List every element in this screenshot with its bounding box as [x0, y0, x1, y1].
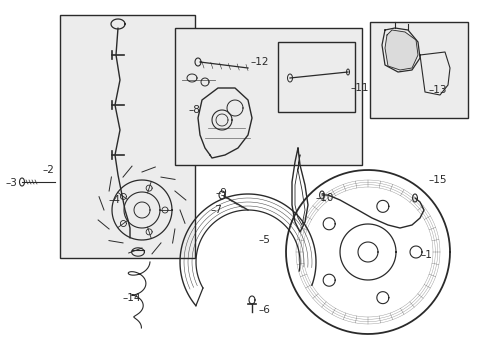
Bar — [175, 28, 362, 165]
Text: –15: –15 — [428, 175, 446, 185]
Text: –8: –8 — [188, 105, 200, 115]
Text: –10: –10 — [315, 193, 333, 203]
Text: –12: –12 — [250, 57, 269, 67]
Bar — [370, 22, 468, 118]
Text: –14: –14 — [122, 293, 141, 303]
Text: –1: –1 — [420, 250, 432, 260]
Text: –2: –2 — [42, 165, 54, 175]
Bar — [60, 15, 195, 258]
Text: –11: –11 — [350, 83, 368, 93]
Text: –9: –9 — [215, 188, 227, 198]
Text: –3: –3 — [5, 178, 17, 188]
Text: –6: –6 — [258, 305, 270, 315]
Text: –13: –13 — [428, 85, 446, 95]
Text: –4: –4 — [108, 195, 120, 205]
Text: –7: –7 — [210, 205, 222, 215]
Text: –5: –5 — [258, 235, 270, 245]
Bar — [278, 42, 355, 112]
Polygon shape — [385, 30, 418, 70]
